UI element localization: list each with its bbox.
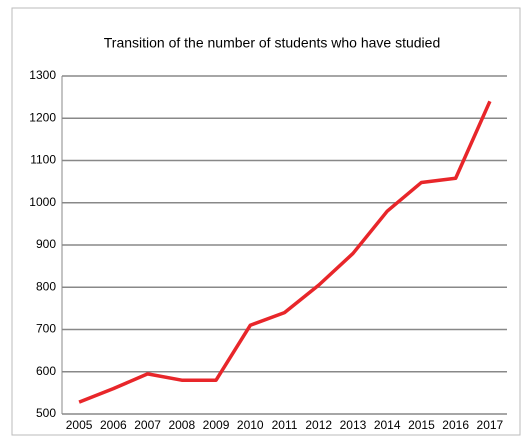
x-tick-label: 2009 — [203, 418, 230, 432]
chart-title: Transition of the number of students who… — [104, 35, 440, 51]
y-tick-label: 1300 — [29, 68, 56, 82]
x-tick-label: 2013 — [340, 418, 367, 432]
x-tick-label: 2005 — [66, 418, 93, 432]
y-tick-label: 700 — [36, 322, 56, 336]
y-tick-label: 500 — [36, 406, 56, 420]
x-tick-label: 2007 — [134, 418, 161, 432]
y-tick-label: 1100 — [30, 153, 56, 167]
x-tick-label: 2014 — [374, 418, 401, 432]
y-tick-label: 900 — [36, 237, 56, 251]
y-tick-label: 800 — [36, 279, 56, 293]
x-tick-label: 2015 — [408, 418, 435, 432]
y-tick-label: 1000 — [29, 195, 56, 209]
y-tick-label: 600 — [36, 364, 56, 378]
x-tick-label: 2006 — [100, 418, 127, 432]
chart-frame — [11, 7, 521, 436]
x-tick-label: 2008 — [168, 418, 195, 432]
x-tick-label: 2016 — [442, 418, 469, 432]
x-tick-label: 2012 — [305, 418, 332, 432]
x-tick-label: 2011 — [272, 418, 298, 432]
x-tick-label: 2017 — [477, 418, 504, 432]
x-tick-label: 2010 — [237, 418, 264, 432]
y-tick-label: 1200 — [29, 110, 56, 124]
line-series — [78, 100, 492, 404]
